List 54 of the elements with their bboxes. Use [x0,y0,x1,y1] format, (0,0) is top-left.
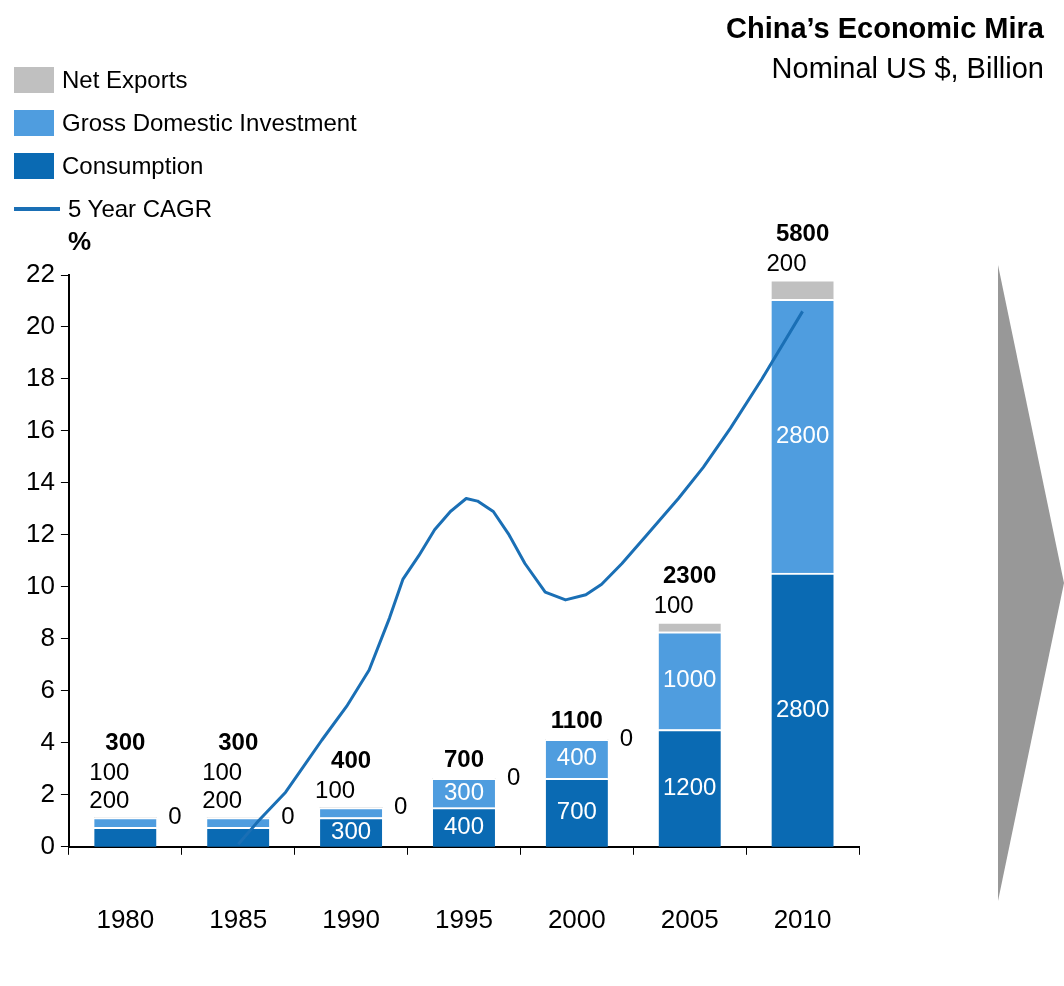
total-label: 1100 [550,705,603,733]
total-label: 700 [443,745,484,772]
data-label: 100 [89,758,130,786]
x-tick-label: 1985 [209,903,268,934]
y-tick-label: 6 [40,674,55,705]
total-label: 300 [218,728,259,756]
y-tick-label: 0 [40,829,55,860]
y-tick-label: 8 [40,622,55,653]
data-label: 400 [556,743,597,771]
y-tick-label: 4 [40,726,55,757]
data-label: 2800 [775,694,830,722]
data-label: 100 [653,590,694,618]
legend-label: Consumption [62,151,204,180]
y-tick-label: 2 [40,777,55,808]
data-label: 700 [556,797,597,825]
legend-label: Net Exports [62,65,188,94]
chart-subtitle: Nominal US $, Billion [771,52,1044,85]
data-label: 100 [202,758,243,786]
data-label: 0 [506,763,521,790]
total-label: 5800 [775,218,830,246]
data-label: 300 [443,777,484,805]
total-label: 400 [331,746,372,774]
data-label: 2800 [775,420,830,448]
total-label: 300 [105,728,146,756]
data-label: 0 [394,792,408,820]
y-tick-label: 18 [26,362,55,393]
x-tick-label: 2010 [773,903,832,934]
x-tick-label: 1995 [435,903,493,934]
data-label: 0 [281,802,295,830]
legend-label: Gross Domestic Investment [62,108,357,137]
y-tick-label: 12 [26,518,55,549]
data-label: 200 [202,786,243,814]
data-label: 300 [331,816,372,844]
data-label: 0 [168,802,182,830]
total-label: 2300 [663,560,717,588]
y-tick-label: 20 [26,310,55,341]
data-label: 1200 [663,772,717,800]
chart-title: China’s Economic Mira [726,12,1044,45]
data-label: 0 [619,723,634,751]
data-label: 1000 [663,665,717,693]
y-axis-title: % [68,226,92,257]
y-tick-label: 10 [26,570,55,601]
y-tick-label: 16 [26,414,55,445]
data-label: 400 [443,811,484,839]
data-label: 200 [89,786,130,814]
y-tick-label: 14 [26,466,55,497]
data-label: 200 [766,248,807,276]
data-label: 100 [315,776,356,804]
x-tick-label: 1980 [96,903,155,934]
y-tick-label: 22 [26,258,55,289]
legend-label: 5 Year CAGR [68,194,213,223]
x-tick-label: 2005 [660,903,719,934]
x-tick-label: 1990 [322,903,381,934]
x-tick-label: 2000 [547,903,606,934]
